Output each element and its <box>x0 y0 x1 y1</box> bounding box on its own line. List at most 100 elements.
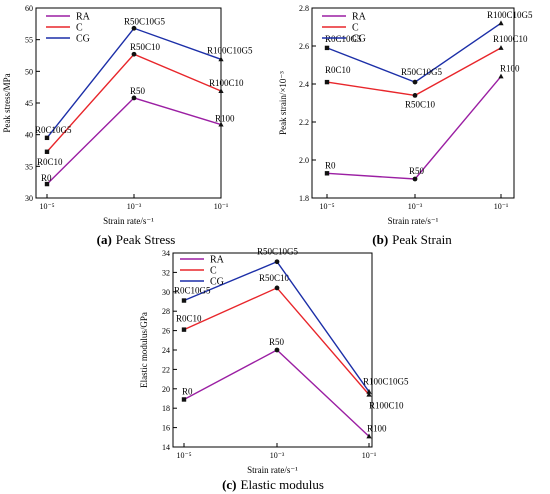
y-axis-label: Peak strain/×10⁻³ <box>278 71 288 135</box>
chart-panel-3: 14 16 18 20 22 24 26 28 30 32 34 10⁻⁵ 10⁻³ 10⁻¹ Strain… <box>139 247 409 475</box>
y-tick-label: 28 <box>162 307 170 316</box>
data-point-marker <box>274 285 280 291</box>
y-tick-label: 18 <box>162 404 170 413</box>
data-point-marker <box>366 388 372 394</box>
data-point-label: R0C10 <box>37 157 63 167</box>
x-tick-label: 10⁻¹ <box>214 202 229 211</box>
data-point-label: R50 <box>409 166 425 176</box>
caption-c-text: Elastic modulus <box>241 477 324 492</box>
data-point-marker <box>498 20 504 26</box>
data-point-marker <box>181 327 187 332</box>
data-point-label: R50C10G5 <box>124 16 166 26</box>
caption-b-letter: (b) <box>372 232 388 247</box>
x-tick-label: 10⁻³ <box>408 202 423 211</box>
data-point-label: R0 <box>182 386 193 396</box>
caption-b-text: Peak Strain <box>392 232 452 247</box>
data-point-label: R50C10 <box>130 42 161 52</box>
data-point-label: R50 <box>269 337 285 347</box>
data-point-marker <box>274 259 280 265</box>
legend-label: C <box>210 266 217 277</box>
data-point-marker <box>412 176 418 182</box>
x-axis-label: Strain rate/s⁻¹ <box>247 465 298 475</box>
y-tick-label: 34 <box>162 249 170 258</box>
data-point-label: R100C10 <box>209 78 244 88</box>
y-tick-label: 32 <box>162 268 170 277</box>
y-tick-label: 1.8 <box>299 194 309 203</box>
plot-frame <box>311 7 515 199</box>
data-point-marker <box>218 121 224 127</box>
data-point-label: R50 <box>130 86 146 96</box>
x-tick-label: 10⁻³ <box>127 202 142 211</box>
x-tick-label: 10⁻¹ <box>362 451 377 460</box>
data-point-label: R100C10 <box>493 34 528 44</box>
data-point-label: R100C10 <box>369 401 404 411</box>
legend-label: CG <box>76 34 90 45</box>
data-point-label: R0C10G5 <box>35 125 72 135</box>
y-tick-label: 2.4 <box>299 80 309 89</box>
data-point-marker <box>131 95 137 101</box>
x-tick-label: 10⁻³ <box>270 451 285 460</box>
series-line-ra <box>326 75 502 180</box>
x-tick-label: 10⁻¹ <box>494 202 509 211</box>
y-tick-label: 14 <box>162 443 170 452</box>
chart-panel-2: 1.8 2.0 2.2 2.4 2.6 2.8 10⁻⁵ 10⁻³ 10⁻¹ Strain rat… <box>278 4 533 226</box>
legend-label: RA <box>352 12 367 23</box>
data-point-marker <box>181 397 187 402</box>
y-tick-label: 22 <box>162 365 170 374</box>
data-point-label: R100 <box>500 63 520 73</box>
data-point-label: R0C10 <box>176 314 202 324</box>
legend-label: C <box>76 23 83 34</box>
x-tick-label: 10⁻⁵ <box>176 451 191 460</box>
data-point-marker <box>366 433 372 439</box>
x-axis-label: Strain rate/s⁻¹ <box>103 216 154 226</box>
y-tick-label: 60 <box>25 4 33 13</box>
y-tick-label: 16 <box>162 424 170 433</box>
y-tick-label: 50 <box>25 67 33 76</box>
y-tick-label: 30 <box>25 194 33 203</box>
data-point-label: R0 <box>41 173 52 183</box>
data-point-marker <box>274 347 280 353</box>
data-point-marker <box>324 79 330 85</box>
data-point-label: R0 <box>325 160 336 170</box>
data-point-label: R50C10 <box>405 99 436 109</box>
data-point-label: R50C10G5 <box>401 67 443 77</box>
caption-a-text: Peak Stress <box>116 232 176 247</box>
y-tick-label: 2.2 <box>299 118 309 127</box>
data-point-marker <box>218 56 224 62</box>
y-tick-label: 30 <box>162 288 170 297</box>
series-line-c <box>46 53 222 153</box>
caption-b: (b) Peak Strain <box>372 232 452 247</box>
chart-panel-1: 30 35 40 45 50 55 60 10⁻⁵ 10⁻³ 10⁻¹ Strain rate/s⁻… <box>2 4 253 226</box>
legend-label: C <box>352 23 359 34</box>
data-point-label: R100C10G5 <box>487 10 533 20</box>
y-tick-label: 20 <box>162 385 170 394</box>
data-point-marker <box>44 149 50 154</box>
data-point-label: R100C10G5 <box>363 377 409 387</box>
data-point-marker <box>131 25 137 31</box>
data-point-marker <box>498 73 504 79</box>
data-point-marker <box>324 171 330 176</box>
y-axis-label: Peak stress/MPa <box>2 73 12 132</box>
data-point-label: R0C10G5 <box>325 34 362 44</box>
data-point-marker <box>412 93 418 98</box>
y-tick-label: 2.8 <box>299 4 309 13</box>
legend-label: RA <box>210 255 225 266</box>
data-point-marker <box>218 88 224 93</box>
caption-a: (a) Peak Stress <box>97 232 176 247</box>
data-point-label: R0C10G5 <box>174 286 211 296</box>
data-point-marker <box>498 45 504 50</box>
data-point-label: R50C10G5 <box>257 247 299 257</box>
caption-c: (c) Elastic modulus <box>222 477 324 492</box>
data-point-label: R100 <box>367 423 387 433</box>
data-point-marker <box>131 51 137 57</box>
x-axis-label: Strain rate/s⁻¹ <box>388 216 439 226</box>
data-point-marker <box>44 181 50 187</box>
data-point-marker <box>366 391 372 397</box>
y-tick-label: 55 <box>25 36 33 45</box>
y-tick-label: 24 <box>162 346 170 355</box>
data-point-marker <box>44 135 50 141</box>
